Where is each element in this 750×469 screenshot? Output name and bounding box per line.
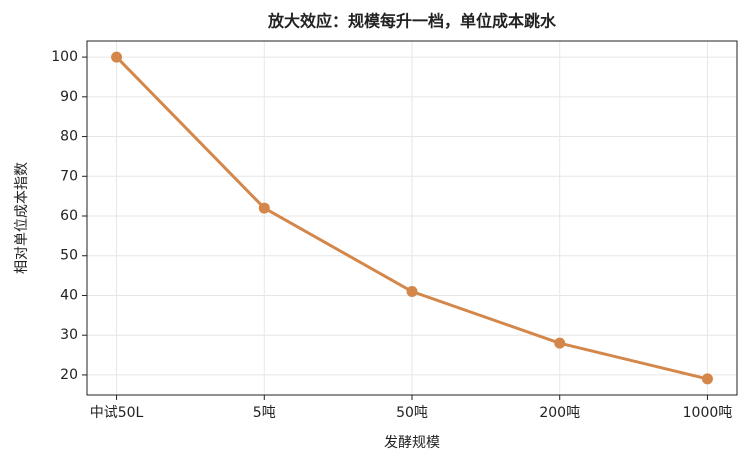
point — [406, 286, 418, 298]
point — [701, 373, 713, 385]
y-tick-label: 70 — [60, 168, 78, 184]
y-tick-label: 90 — [60, 89, 78, 105]
x-tick-label: 1000吨 — [683, 405, 733, 421]
plot-frame — [86, 40, 738, 396]
y-tick-label: 50 — [60, 248, 78, 264]
x-tick-label: 5吨 — [253, 405, 276, 421]
y-tick-label: 80 — [60, 129, 78, 145]
x-tick-label: 200吨 — [539, 405, 580, 421]
chart-title: 放大效应：规模每升一档，单位成本跳水 — [267, 12, 557, 31]
y-tick-label: 100 — [51, 49, 78, 65]
point — [258, 202, 270, 214]
x-tick-label: 中试50L — [90, 405, 144, 421]
point — [111, 51, 123, 63]
x-tick-label: 50吨 — [396, 405, 428, 421]
y-tick-label: 20 — [60, 367, 78, 383]
y-axis-label: 相对单位成本指数 — [14, 162, 30, 274]
y-tick-label: 40 — [60, 287, 78, 303]
point — [554, 337, 566, 349]
y-tick-label: 30 — [60, 327, 78, 343]
x-axis-label: 发酵规模 — [384, 435, 440, 451]
y-tick-label: 60 — [60, 208, 78, 224]
